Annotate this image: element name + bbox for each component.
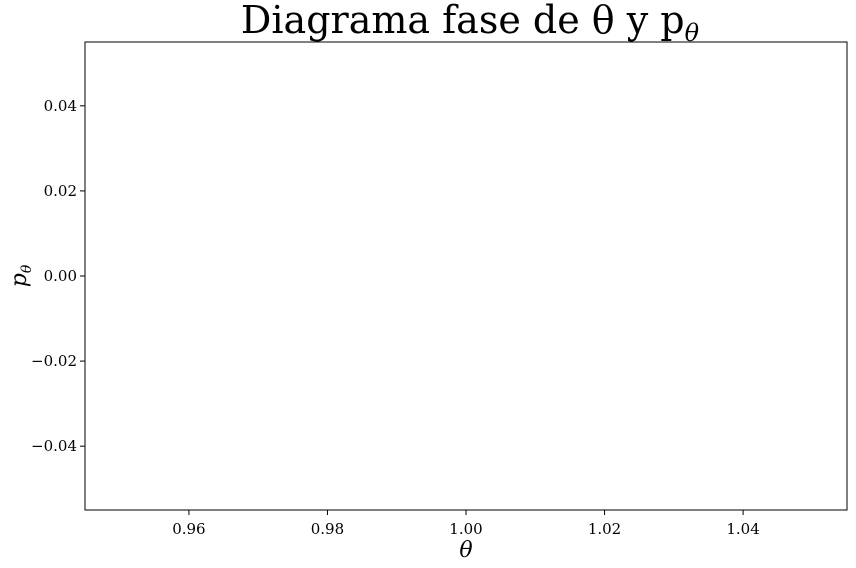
x-tick-label: 1.00 xyxy=(449,520,482,538)
chart-title-text: Diagrama fase de θ y p xyxy=(241,0,685,42)
x-axis-ticks: 0.96 0.98 1.00 1.02 1.04 xyxy=(172,510,760,538)
y-tick-label: 0.04 xyxy=(44,97,77,115)
y-tick-label: −0.02 xyxy=(31,352,77,370)
x-tick-label: 1.02 xyxy=(588,520,621,538)
y-tick-label: 0.02 xyxy=(44,182,77,200)
x-tick-label: 0.96 xyxy=(172,520,205,538)
chart-title: Diagrama fase de θ y pθ xyxy=(241,0,700,47)
y-tick-label: −0.04 xyxy=(31,437,77,455)
x-axis-label: θ xyxy=(459,538,472,563)
y-axis-label: pθ xyxy=(7,264,35,287)
y-axis-label-text: p xyxy=(7,273,32,287)
chart-title-subscript: θ xyxy=(685,19,700,47)
x-tick-label: 0.98 xyxy=(311,520,344,538)
x-tick-label: 1.04 xyxy=(726,520,759,538)
plot-area xyxy=(84,41,848,511)
y-tick-label: 0.00 xyxy=(44,267,77,285)
y-axis-label-subscript: θ xyxy=(19,264,35,273)
y-axis-ticks: 0.04 0.02 0.00 −0.02 −0.04 xyxy=(31,97,85,455)
